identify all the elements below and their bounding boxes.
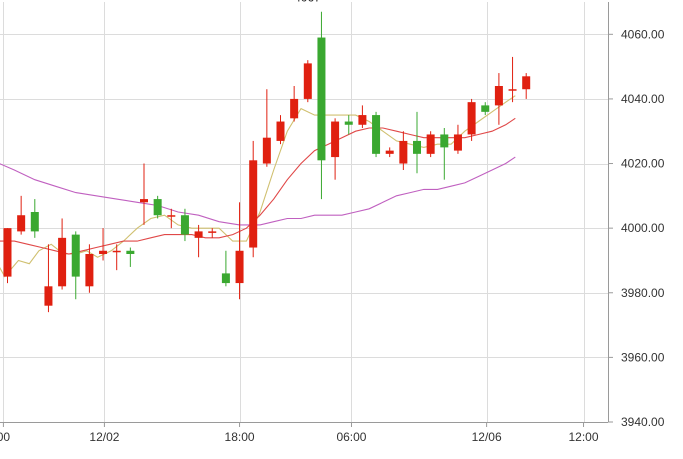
candle [413, 111, 421, 174]
y-tick-label: 4020.00 [621, 157, 665, 171]
candle [112, 244, 121, 271]
candle-body [453, 134, 462, 151]
candle-body [208, 231, 217, 233]
candle-body [331, 121, 340, 158]
candle [358, 105, 367, 128]
candle-body [303, 63, 312, 99]
y-tick-label: 3960.00 [621, 350, 665, 364]
x-tick-label: 00 [0, 430, 10, 444]
candle [494, 73, 503, 125]
candle-body [85, 254, 94, 287]
candle [3, 228, 12, 284]
candle [208, 228, 217, 238]
candle [262, 89, 271, 167]
y-tick-label: 3980.00 [621, 286, 665, 300]
y-tick-label: 3940.00 [621, 415, 665, 429]
candle [399, 131, 408, 170]
grid-lines [0, 2, 608, 423]
candle [317, 11, 326, 200]
candle [372, 111, 381, 158]
candle [167, 208, 176, 229]
candle-body [508, 89, 517, 91]
candle-body [126, 250, 135, 254]
candle-body [372, 115, 381, 154]
candle [440, 128, 449, 180]
candle-body [413, 140, 421, 154]
candle [385, 147, 394, 158]
y-tick-label: 4060.00 [621, 27, 665, 41]
candle [126, 247, 135, 267]
candle-body [276, 121, 285, 141]
axes: 3940.00 3960.00 3980.00 4000.00 4020.00 4040.… [0, 2, 665, 444]
candle [303, 60, 312, 103]
candle-body [112, 250, 121, 253]
candle-body [153, 199, 162, 216]
candle [85, 244, 94, 293]
candle [276, 115, 285, 145]
candle [140, 163, 148, 225]
candle [481, 102, 490, 116]
candle [221, 250, 230, 287]
candle-body [399, 140, 408, 164]
moving-average-line-2 [0, 117, 516, 255]
candle [71, 231, 80, 300]
candle-body [358, 115, 367, 125]
candle-body [290, 98, 299, 119]
candle [249, 140, 258, 258]
candle-body [194, 231, 203, 238]
candle [508, 56, 517, 103]
x-tick-label: 12/06 [472, 430, 502, 444]
x-tick-label: 12:00 [569, 430, 599, 444]
candle-body [167, 215, 176, 217]
candle-body [249, 160, 258, 248]
candle-body [71, 234, 80, 277]
candle-body [180, 215, 189, 235]
candle [30, 199, 39, 238]
candle-body [481, 105, 490, 112]
candle-body [235, 250, 244, 284]
candle-body [140, 199, 148, 203]
candle-body [522, 76, 531, 90]
candle [331, 118, 340, 180]
x-tick-label: 12/02 [89, 430, 119, 444]
candle [467, 98, 476, 141]
candle [99, 228, 108, 261]
candle [426, 131, 435, 158]
candle-body [317, 37, 326, 161]
candle-body [221, 273, 230, 284]
candle [522, 73, 531, 99]
candle-body [344, 121, 353, 125]
candle-body [426, 134, 435, 154]
moving-average-line-3 [0, 156, 516, 226]
candle-body [440, 134, 449, 148]
candle [17, 195, 26, 235]
y-tick-label: 4000.00 [621, 221, 665, 235]
candle [194, 224, 203, 258]
candle-body [262, 137, 271, 164]
x-tick-label: 18:00 [225, 430, 255, 444]
candle [453, 124, 462, 154]
peak-annotation: 4067 [294, 0, 321, 5]
candle-body [3, 228, 12, 277]
candle-body [58, 237, 67, 287]
candle [290, 86, 299, 122]
candle [344, 115, 353, 135]
candle [235, 202, 244, 300]
candle-body [99, 250, 108, 254]
candle-body [17, 215, 26, 232]
candle [44, 244, 53, 313]
y-tick-label: 4040.00 [621, 92, 665, 106]
candle-body [467, 102, 476, 135]
candle [58, 218, 67, 290]
candle-body [494, 86, 503, 106]
candle-body [44, 286, 53, 306]
candle [180, 208, 189, 242]
candle [153, 195, 162, 219]
x-tick-label: 06:00 [336, 430, 366, 444]
candles [3, 11, 531, 313]
candle-body [30, 212, 39, 232]
candle-body [385, 150, 394, 154]
